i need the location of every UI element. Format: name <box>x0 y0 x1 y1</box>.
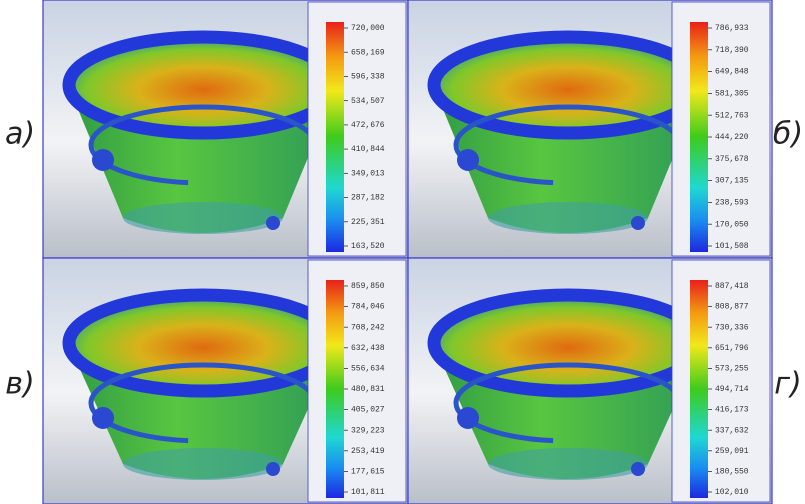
legend-label: 375,678 <box>715 155 749 164</box>
bucket-handle <box>457 149 479 171</box>
panel: 720,000 658,169 596,338 534,507 472,676 410,8… <box>43 0 408 258</box>
figure: 720,000 658,169 596,338 534,507 472,676 410,8… <box>0 0 805 504</box>
legend-label: 708,242 <box>351 323 385 332</box>
legend-label: 405,027 <box>351 406 385 415</box>
panel-label: г) <box>774 367 801 402</box>
legend-label: 472,676 <box>351 121 385 130</box>
legend-label: 102,010 <box>715 488 749 497</box>
legend-label: 287,182 <box>351 194 385 203</box>
legend-label: 170,050 <box>715 220 749 229</box>
legend-label: 337,632 <box>715 426 749 435</box>
color-bar <box>690 22 708 252</box>
panel-label: б) <box>773 117 803 152</box>
panel: 786,933 718,390 649,848 581,305 512,763 444,2… <box>408 0 772 258</box>
legend-label: 632,438 <box>351 344 385 353</box>
legend-label: 177,615 <box>351 468 385 477</box>
legend-label: 101,508 <box>715 242 749 251</box>
legend-label: 238,593 <box>715 199 749 208</box>
bucket-foot <box>631 462 645 476</box>
legend-label: 101,811 <box>351 488 385 497</box>
bucket-handle <box>92 149 114 171</box>
color-bar <box>326 22 344 252</box>
legend-label: 480,831 <box>351 385 385 394</box>
bucket-bottom <box>488 202 648 234</box>
panel-label: в) <box>5 367 34 402</box>
legend-label: 730,336 <box>715 323 749 332</box>
legend-label: 444,220 <box>715 133 749 142</box>
legend-label: 259,091 <box>715 447 749 456</box>
legend-label: 784,046 <box>351 303 385 312</box>
legend-label: 556,634 <box>351 365 385 374</box>
legend-label: 307,135 <box>715 177 749 186</box>
legend-box <box>672 260 770 502</box>
legend-label: 573,255 <box>715 365 749 374</box>
legend-label: 581,305 <box>715 90 749 99</box>
legend-label: 494,714 <box>715 385 749 394</box>
panel: 859,850 784,046 708,242 632,438 556,634 480,8… <box>43 258 408 504</box>
panel: 887,418 808,877 730,336 651,796 573,255 494,7… <box>408 258 772 504</box>
legend-box <box>308 260 406 502</box>
legend-label: 649,848 <box>715 68 749 77</box>
legend-label: 534,507 <box>351 97 385 106</box>
legend-label: 329,223 <box>351 426 385 435</box>
bucket-handle <box>457 407 479 429</box>
bucket-bottom <box>123 202 283 234</box>
legend-box <box>672 2 770 256</box>
legend-label: 349,013 <box>351 169 385 178</box>
legend-label: 859,850 <box>351 282 385 291</box>
legend-label: 651,796 <box>715 344 749 353</box>
legend-label: 180,550 <box>715 468 749 477</box>
legend-label: 718,390 <box>715 46 749 55</box>
bucket-bottom <box>123 448 283 480</box>
legend-label: 253,419 <box>351 447 385 456</box>
legend-label: 786,933 <box>715 24 749 33</box>
legend-label: 808,877 <box>715 303 749 312</box>
color-bar <box>690 280 708 498</box>
color-bar <box>326 280 344 498</box>
bucket-handle <box>92 407 114 429</box>
legend-label: 225,351 <box>351 218 385 227</box>
legend-label: 658,169 <box>351 48 385 57</box>
bucket-foot <box>266 462 280 476</box>
legend-label: 163,520 <box>351 242 385 251</box>
bucket-bottom <box>488 448 648 480</box>
bucket-foot <box>631 216 645 230</box>
panel-label: а) <box>5 117 35 152</box>
legend-label: 720,000 <box>351 24 385 33</box>
bucket-foot <box>266 216 280 230</box>
legend-label: 887,418 <box>715 282 749 291</box>
legend-label: 596,338 <box>351 73 385 82</box>
legend-label: 512,763 <box>715 111 749 120</box>
legend-label: 416,173 <box>715 406 749 415</box>
legend-label: 410,844 <box>351 145 385 154</box>
